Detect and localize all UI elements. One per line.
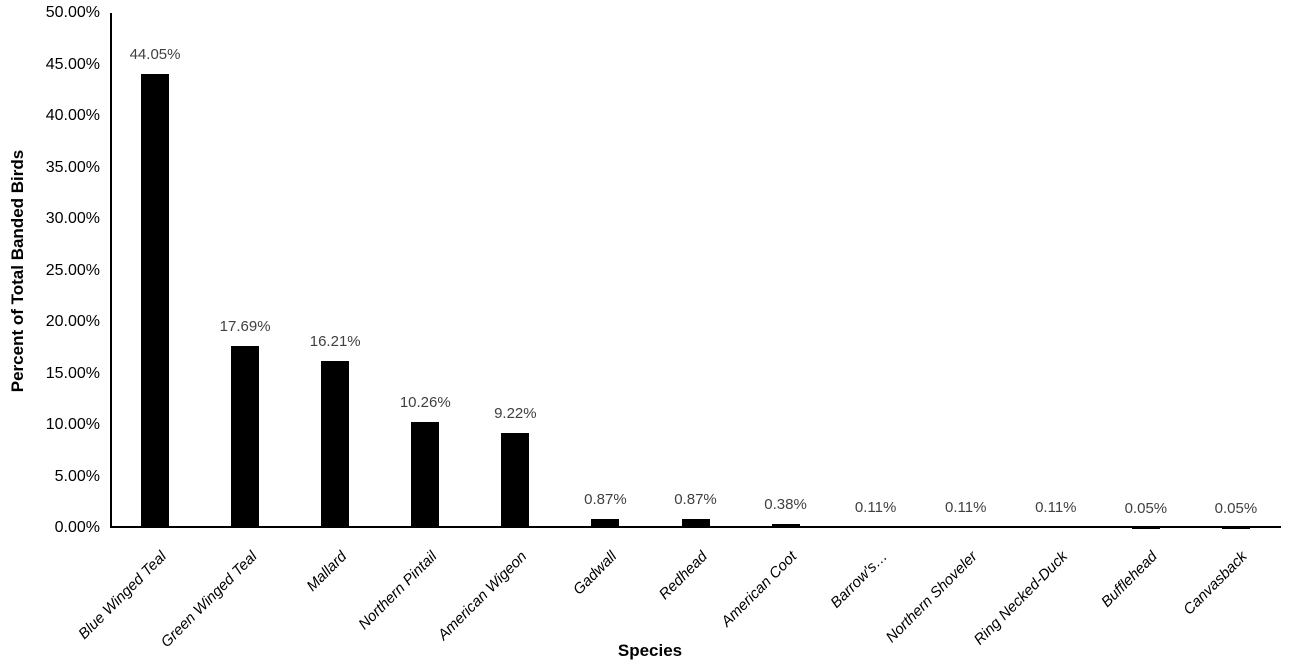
x-category-label: Ring Necked-Duck (970, 548, 1071, 649)
y-tick-label: 10.00% (45, 416, 100, 433)
y-tick-label: 15.00% (45, 364, 100, 382)
bar (591, 519, 620, 528)
bar (141, 74, 170, 528)
bar-value-label: 0.87% (674, 491, 717, 509)
x-category-label: American Coot (718, 548, 801, 631)
y-tick-label: 35.00% (45, 158, 100, 176)
bar-value-label: 17.69% (219, 317, 271, 335)
bar-value-label: 0.38% (764, 496, 807, 514)
x-category-label: Northern Shoveler (882, 548, 981, 647)
x-category-label: Canvasback (1180, 548, 1251, 619)
y-tick-label: 0.00% (54, 519, 100, 536)
y-tick-label: 30.00% (45, 210, 100, 227)
bar (1041, 526, 1070, 528)
bar-value-label: 0.11% (1035, 498, 1077, 516)
x-category-label: Green Winged Teal (157, 548, 261, 651)
bar (231, 345, 260, 528)
y-tick-label: 40.00% (45, 107, 100, 124)
bar-value-label: 0.05% (1124, 499, 1168, 517)
x-category-label: Mallard (303, 548, 351, 595)
bar (681, 519, 710, 528)
bar (411, 422, 440, 528)
bar-value-label: 10.26% (399, 394, 451, 412)
bar (771, 524, 800, 528)
bar (501, 433, 530, 528)
bar (1131, 527, 1160, 528)
x-axis-title: Species (617, 641, 683, 660)
plot-area (110, 13, 1281, 528)
x-category-label: American Wigeon (434, 548, 531, 644)
bar-value-label: 0.11% (854, 498, 897, 516)
bar-value-label: 16.21% (309, 333, 361, 351)
bar-value-label: 9.22% (494, 405, 537, 423)
bar-value-label: 0.05% (1214, 499, 1258, 517)
bar (321, 361, 350, 528)
x-category-label: Barrow's… (827, 548, 891, 612)
y-tick-label: 50.00% (45, 4, 100, 21)
bar-value-label: 0.87% (584, 491, 627, 509)
y-tick-label: 45.00% (45, 55, 100, 73)
y-tick-label: 5.00% (54, 467, 100, 485)
bar-value-label: 0.11% (945, 498, 987, 516)
x-category-label: Bufflehead (1098, 548, 1161, 611)
x-category-label: Northern Pintail (355, 548, 441, 634)
x-category-label: Redhead (655, 548, 711, 604)
bar (951, 526, 980, 528)
x-category-label: Gadwall (570, 548, 621, 599)
bar (861, 526, 890, 528)
bar-value-label: 44.05% (129, 46, 181, 64)
y-tick-label: 25.00% (45, 261, 100, 279)
bar (1221, 527, 1250, 528)
y-tick-label: 20.00% (45, 313, 100, 330)
x-category-label: Blue Winged Teal (75, 548, 171, 643)
